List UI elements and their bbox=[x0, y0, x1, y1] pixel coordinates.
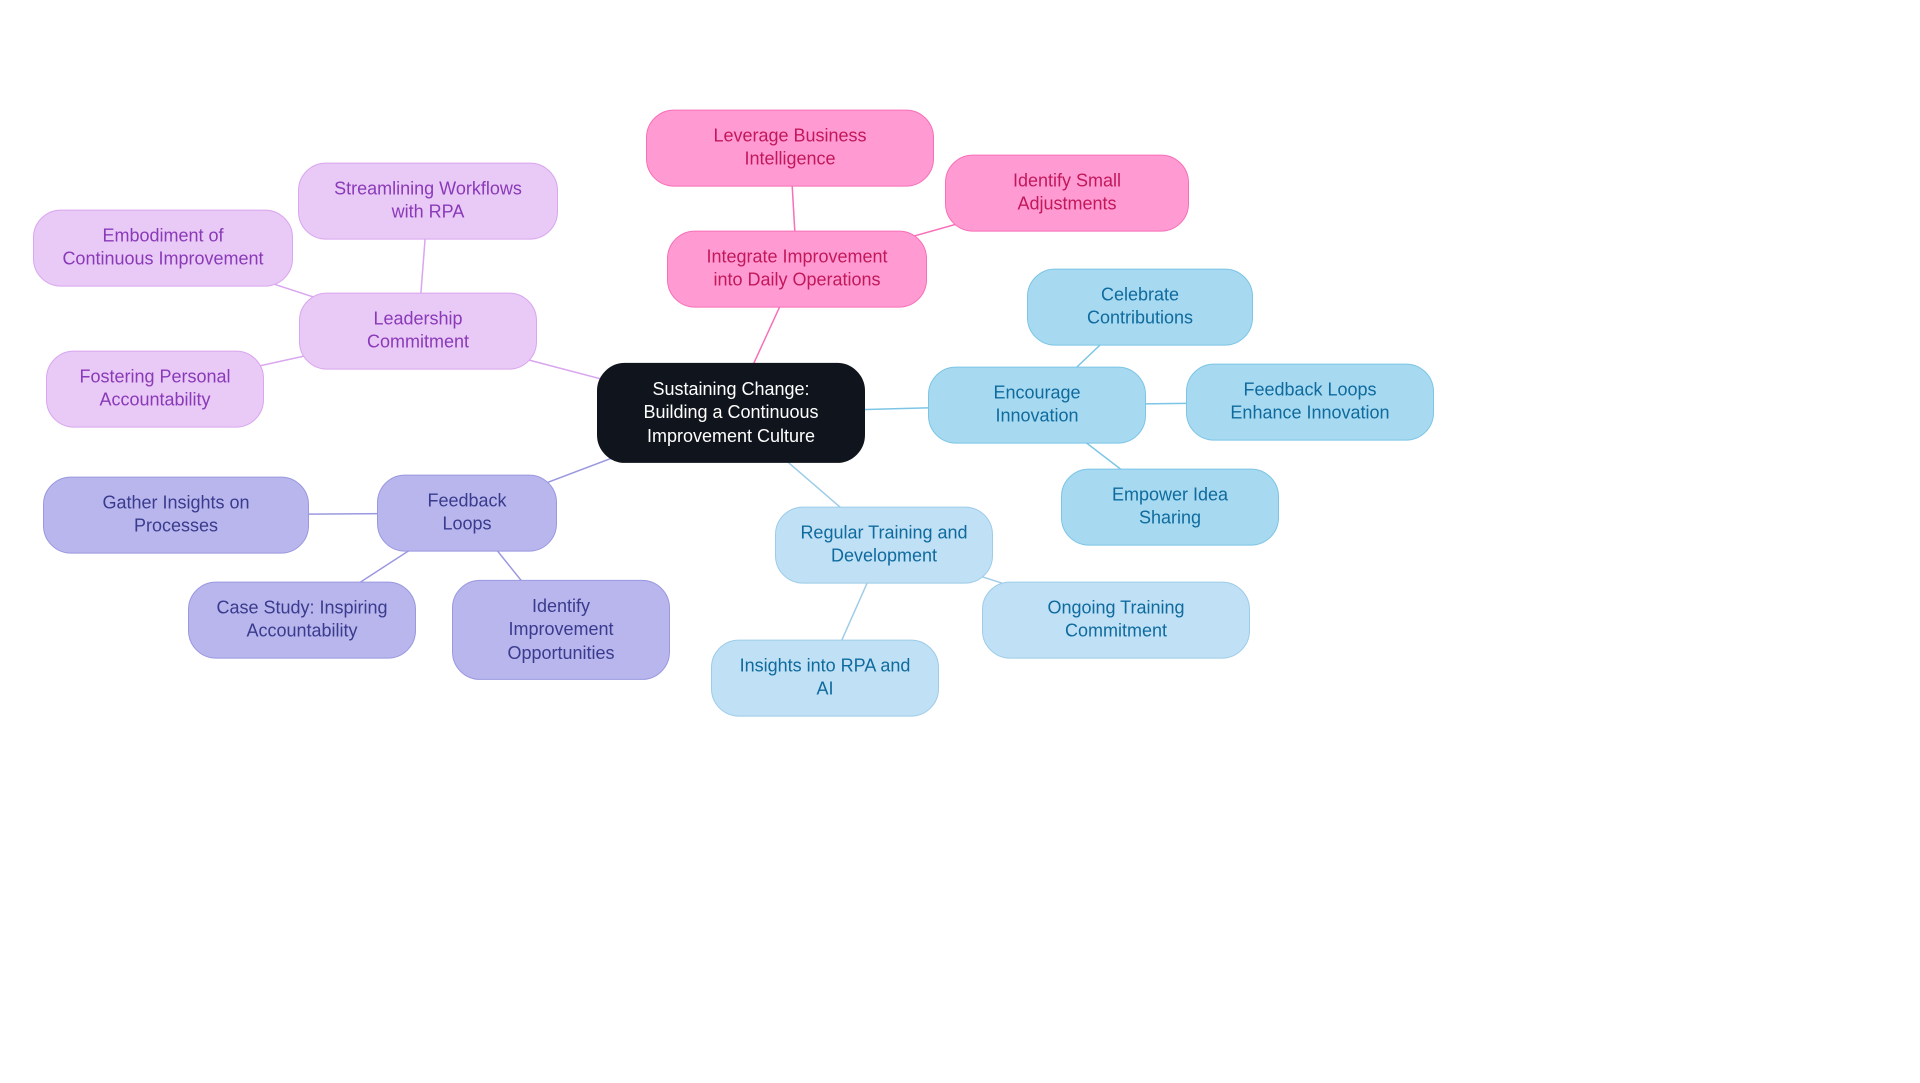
leaf-bi-label: Leverage Business Intelligence bbox=[671, 125, 909, 172]
leaf-accountability-label: Fostering Personal Accountability bbox=[71, 366, 239, 413]
leaf-case: Case Study: Inspiring Accountability bbox=[188, 582, 416, 659]
center-node-label: Sustaining Change: Building a Continuous… bbox=[622, 378, 840, 448]
leaf-small-adj: Identify Small Adjustments bbox=[945, 155, 1189, 232]
leaf-small-adj-label: Identify Small Adjustments bbox=[970, 170, 1164, 217]
branch-innovation-label: Encourage Innovation bbox=[953, 382, 1121, 429]
branch-feedback: Feedback Loops bbox=[377, 475, 557, 552]
leaf-identify-opp-label: Identify Improvement Opportunities bbox=[477, 595, 645, 665]
leaf-ongoing-label: Ongoing Training Commitment bbox=[1007, 597, 1225, 644]
center-node: Sustaining Change: Building a Continuous… bbox=[597, 363, 865, 463]
leaf-rpa-ai: Insights into RPA and AI bbox=[711, 640, 939, 717]
leaf-workflows-label: Streamlining Workflows with RPA bbox=[323, 178, 533, 225]
branch-training: Regular Training and Development bbox=[775, 507, 993, 584]
leaf-fb-innov-label: Feedback Loops Enhance Innovation bbox=[1211, 379, 1409, 426]
leaf-workflows: Streamlining Workflows with RPA bbox=[298, 163, 558, 240]
leaf-empower-label: Empower Idea Sharing bbox=[1086, 484, 1254, 531]
leaf-embodiment: Embodiment of Continuous Improvement bbox=[33, 210, 293, 287]
leaf-rpa-ai-label: Insights into RPA and AI bbox=[736, 655, 914, 702]
leaf-gather: Gather Insights on Processes bbox=[43, 477, 309, 554]
leaf-gather-label: Gather Insights on Processes bbox=[68, 492, 284, 539]
branch-daily-ops-label: Integrate Improvement into Daily Operati… bbox=[692, 246, 902, 293]
leaf-identify-opp: Identify Improvement Opportunities bbox=[452, 580, 670, 680]
branch-leadership: Leadership Commitment bbox=[299, 293, 537, 370]
leaf-celebrate: Celebrate Contributions bbox=[1027, 269, 1253, 346]
leaf-embodiment-label: Embodiment of Continuous Improvement bbox=[58, 225, 268, 272]
branch-innovation: Encourage Innovation bbox=[928, 367, 1146, 444]
leaf-ongoing: Ongoing Training Commitment bbox=[982, 582, 1250, 659]
branch-training-label: Regular Training and Development bbox=[800, 522, 968, 569]
leaf-bi: Leverage Business Intelligence bbox=[646, 110, 934, 187]
leaf-accountability: Fostering Personal Accountability bbox=[46, 351, 264, 428]
leaf-celebrate-label: Celebrate Contributions bbox=[1052, 284, 1228, 331]
branch-feedback-label: Feedback Loops bbox=[402, 490, 532, 537]
leaf-fb-innov: Feedback Loops Enhance Innovation bbox=[1186, 364, 1434, 441]
branch-daily-ops: Integrate Improvement into Daily Operati… bbox=[667, 231, 927, 308]
leaf-case-label: Case Study: Inspiring Accountability bbox=[213, 597, 391, 644]
leaf-empower: Empower Idea Sharing bbox=[1061, 469, 1279, 546]
branch-leadership-label: Leadership Commitment bbox=[324, 308, 512, 355]
